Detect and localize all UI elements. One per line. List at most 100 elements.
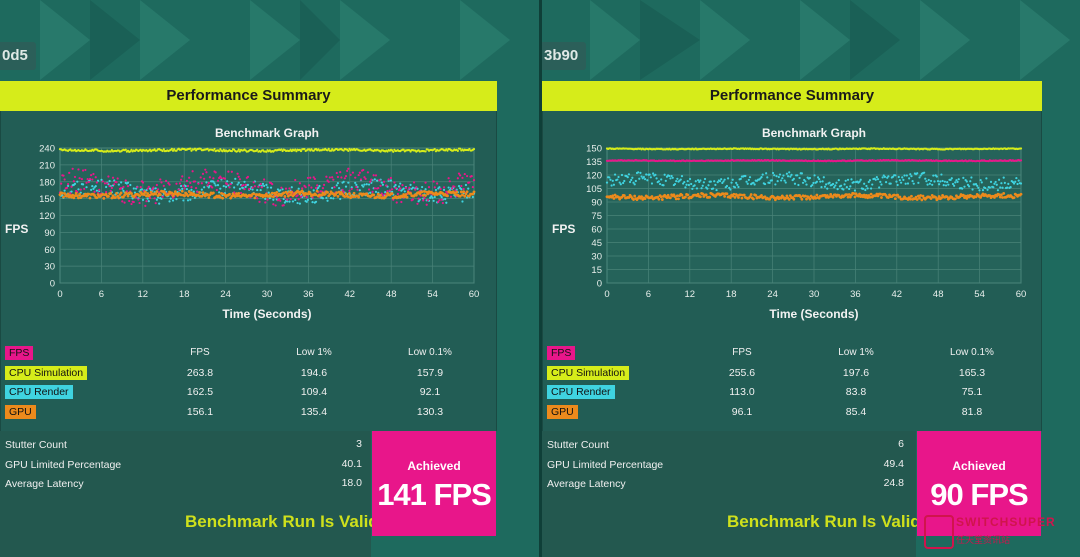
series-point	[62, 195, 65, 199]
series-point	[800, 172, 803, 175]
series-point	[815, 180, 818, 183]
legend-label: CPU Render	[5, 385, 73, 399]
series-point	[880, 183, 883, 186]
series-cpu-simulation	[58, 147, 476, 153]
series-point	[136, 186, 139, 189]
series-point	[233, 186, 236, 189]
series-point	[206, 193, 210, 197]
series-point	[122, 185, 125, 189]
series-point	[780, 179, 783, 182]
x-tick-label: 60	[1016, 289, 1027, 300]
series-point	[468, 181, 471, 184]
series-point	[183, 187, 186, 190]
series-point	[405, 195, 409, 199]
series-point	[434, 188, 438, 192]
series-point	[271, 183, 274, 186]
series-point	[467, 187, 470, 190]
series-point	[63, 178, 66, 181]
series-point	[222, 184, 225, 188]
series-point	[463, 194, 467, 198]
series-point	[876, 178, 880, 181]
series-point	[843, 183, 846, 186]
series-point	[106, 182, 109, 185]
series-point	[997, 178, 1001, 181]
series-point	[865, 184, 868, 188]
series-point	[409, 183, 412, 186]
series-point	[328, 193, 332, 196]
series-point	[835, 181, 838, 184]
series-point	[666, 193, 670, 197]
series-point	[461, 193, 464, 197]
series-point	[845, 193, 849, 197]
series-point	[457, 172, 461, 175]
series-point	[74, 191, 78, 195]
series-point	[328, 176, 331, 179]
series-point	[218, 150, 221, 153]
series-point	[663, 173, 666, 176]
series-point	[65, 194, 69, 198]
series-point	[686, 193, 690, 197]
legend-row-fps: FPS	[5, 346, 492, 362]
series-point	[200, 194, 204, 198]
series-point	[999, 193, 1003, 197]
series-point	[362, 185, 365, 188]
y-tick-label: 75	[591, 211, 602, 222]
series-point	[386, 190, 389, 193]
series-point	[220, 177, 223, 180]
series-point	[87, 192, 91, 196]
series-point	[128, 199, 131, 203]
x-tick-label: 18	[179, 289, 190, 300]
series-point	[702, 181, 705, 184]
series-point	[314, 186, 318, 190]
series-point	[790, 173, 793, 176]
series-point	[788, 194, 792, 198]
series-point	[124, 179, 127, 182]
legend-label: FPS	[5, 346, 34, 360]
series-point	[86, 177, 89, 181]
series-point	[286, 194, 290, 198]
series-point	[923, 171, 926, 174]
series-point	[121, 200, 124, 203]
series-point	[461, 176, 464, 179]
stat-label: GPU Limited Percentage	[5, 458, 122, 471]
series-point	[432, 199, 435, 202]
series-point	[995, 183, 998, 186]
series-point	[321, 187, 325, 190]
series-point	[204, 168, 207, 171]
legend-value: 113.0	[729, 386, 755, 398]
series-point	[161, 195, 164, 198]
series-point	[924, 177, 927, 180]
series-point	[327, 180, 330, 183]
series-point	[862, 193, 866, 197]
series-point	[864, 188, 867, 192]
series-point	[652, 172, 655, 175]
series-point	[147, 185, 150, 188]
series-point	[660, 198, 664, 201]
column-header-low-0-1-: Low 0.1%	[408, 347, 452, 358]
series-point	[668, 174, 671, 178]
series-point	[216, 184, 220, 187]
y-tick-label: 0	[50, 279, 55, 290]
series-point	[446, 149, 449, 152]
stat-value: 40.1	[341, 457, 362, 470]
series-point	[83, 187, 86, 190]
legend-row-cpu-render: CPU Render 162.5 109.4 92.1	[5, 385, 492, 401]
series-point	[980, 181, 983, 184]
series-point	[861, 187, 865, 191]
series-point	[156, 188, 160, 191]
series-point	[269, 194, 273, 198]
series-point	[866, 196, 870, 200]
series-point	[350, 187, 353, 191]
series-point	[263, 184, 266, 188]
series-point	[784, 196, 788, 200]
series-point	[196, 190, 199, 193]
series-point	[744, 174, 747, 178]
y-axis-label: FPS	[5, 222, 29, 236]
series-point	[761, 173, 764, 176]
series-point	[399, 187, 402, 190]
legend-value: 75.1	[961, 386, 983, 398]
series-point	[609, 178, 612, 181]
series-point	[179, 184, 183, 188]
series-point	[258, 200, 261, 203]
series-point	[905, 174, 908, 177]
